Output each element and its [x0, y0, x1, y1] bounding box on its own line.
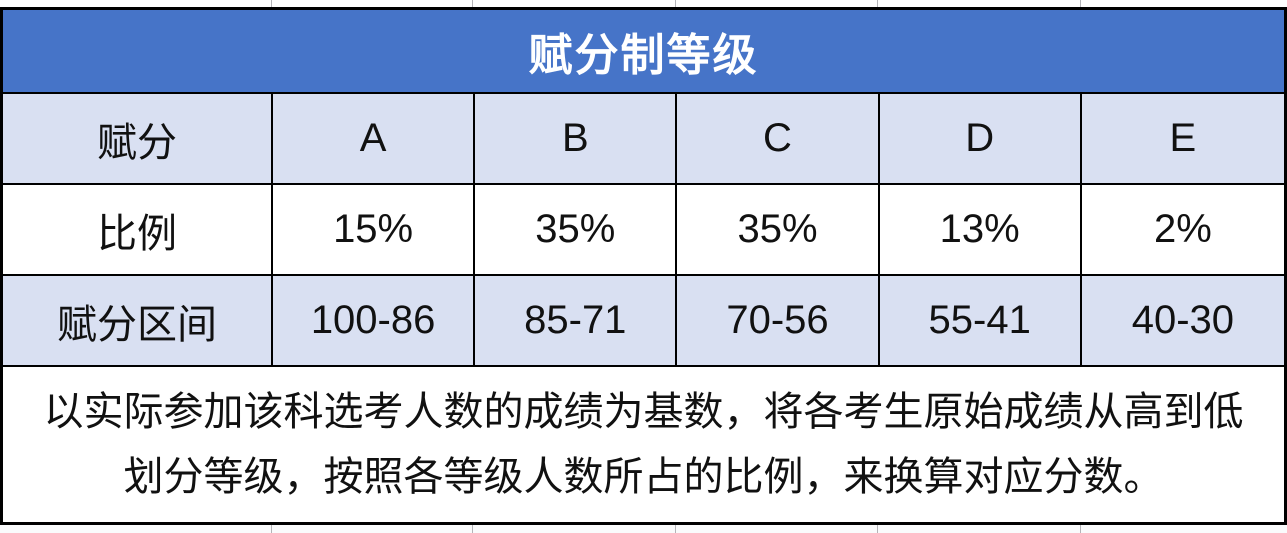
column-guide-line [271, 525, 272, 533]
proportion-cell-c: 35% [677, 185, 880, 274]
row-header-proportion: 比例 [3, 185, 273, 274]
proportion-cell-b: 35% [475, 185, 678, 274]
proportion-cell-d: 13% [880, 185, 1082, 274]
column-guide-line [1080, 525, 1081, 533]
table-title: 赋分制等级 [3, 10, 1284, 94]
row-header-grade: 赋分 [3, 94, 273, 183]
range-cell-b: 85-71 [475, 276, 678, 365]
column-guide-line [472, 525, 473, 533]
range-cell-d: 55-41 [880, 276, 1082, 365]
grade-conversion-table: 赋分制等级 赋分 A B C D E 比例 15% 35% 35% 13% 2%… [0, 7, 1287, 525]
proportion-cell-e: 2% [1153, 207, 1212, 251]
grade-cell-d: D [880, 94, 1082, 183]
column-guide-line [877, 0, 878, 7]
column-guide-line [1080, 0, 1081, 7]
grade-cell-e: E [1169, 116, 1197, 160]
range-cell-e: 40-30 [1131, 298, 1235, 342]
table-row-grade: 赋分 A B C D E [3, 94, 1284, 185]
column-guide-line [271, 0, 272, 7]
grade-cell-b: B [475, 94, 678, 183]
row-header-score-range: 赋分区间 [3, 276, 273, 365]
cutoff-row-bottom [0, 525, 1287, 533]
table-row-score-range: 赋分区间 100-86 85-71 70-56 55-41 40-30 [3, 276, 1284, 367]
column-guide-line [877, 525, 878, 533]
table-footnote: 以实际参加该科选考人数的成绩为基数，将各考生原始成绩从高到低划分等级，按照各等级… [3, 367, 1284, 522]
range-cell-c: 70-56 [677, 276, 880, 365]
table-row-proportion: 比例 15% 35% 35% 13% 2% [3, 185, 1284, 276]
cutoff-row-top [0, 0, 1287, 7]
column-guide-line [675, 525, 676, 533]
grade-cell-c: C [677, 94, 880, 183]
grade-cell-a: A [273, 94, 476, 183]
column-guide-line [675, 0, 676, 7]
range-cell-a: 100-86 [273, 276, 476, 365]
column-guide-line [472, 0, 473, 7]
proportion-cell-a: 15% [273, 185, 476, 274]
